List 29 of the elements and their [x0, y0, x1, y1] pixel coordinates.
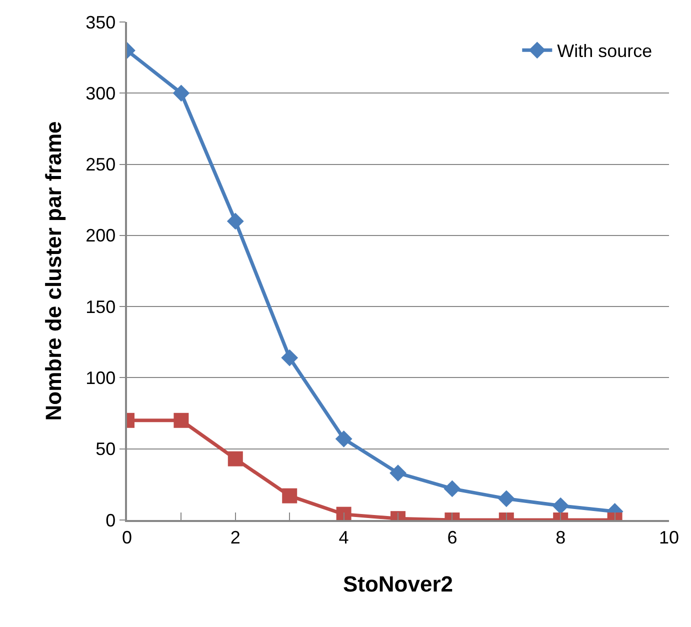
- x-tick-label: 10: [658, 527, 680, 548]
- point: [282, 488, 298, 504]
- y-tick-label: 100: [86, 368, 116, 388]
- x-tick-label: 6: [447, 527, 458, 548]
- x-tick-label: 4: [338, 527, 349, 548]
- y-tick-label: 200: [86, 226, 116, 246]
- x-tick-label: 2: [230, 527, 240, 548]
- y-tick-label: 350: [86, 12, 116, 32]
- point: [226, 212, 244, 230]
- y-tick-label: 0: [106, 510, 116, 530]
- point: [228, 451, 243, 466]
- point: [336, 506, 352, 520]
- point: [390, 464, 406, 482]
- point: [174, 412, 189, 428]
- y-axis-title: Nombre de cluster par frame: [40, 121, 66, 421]
- point: [444, 480, 461, 498]
- y-tick-label: 300: [86, 83, 116, 104]
- legend-label: With source: [557, 41, 652, 62]
- point: [498, 490, 515, 508]
- y-tick-label: 50: [96, 439, 116, 460]
- point: [172, 84, 190, 102]
- y-tick-label: 150: [86, 296, 116, 317]
- point: [335, 430, 352, 448]
- x-tick-label: 8: [556, 527, 566, 548]
- point: [552, 497, 570, 514]
- x-tick-label: 0: [122, 527, 132, 548]
- point: [281, 349, 298, 366]
- y-tick-label: 250: [86, 154, 116, 175]
- x-axis-title: StoNover2: [342, 572, 454, 597]
